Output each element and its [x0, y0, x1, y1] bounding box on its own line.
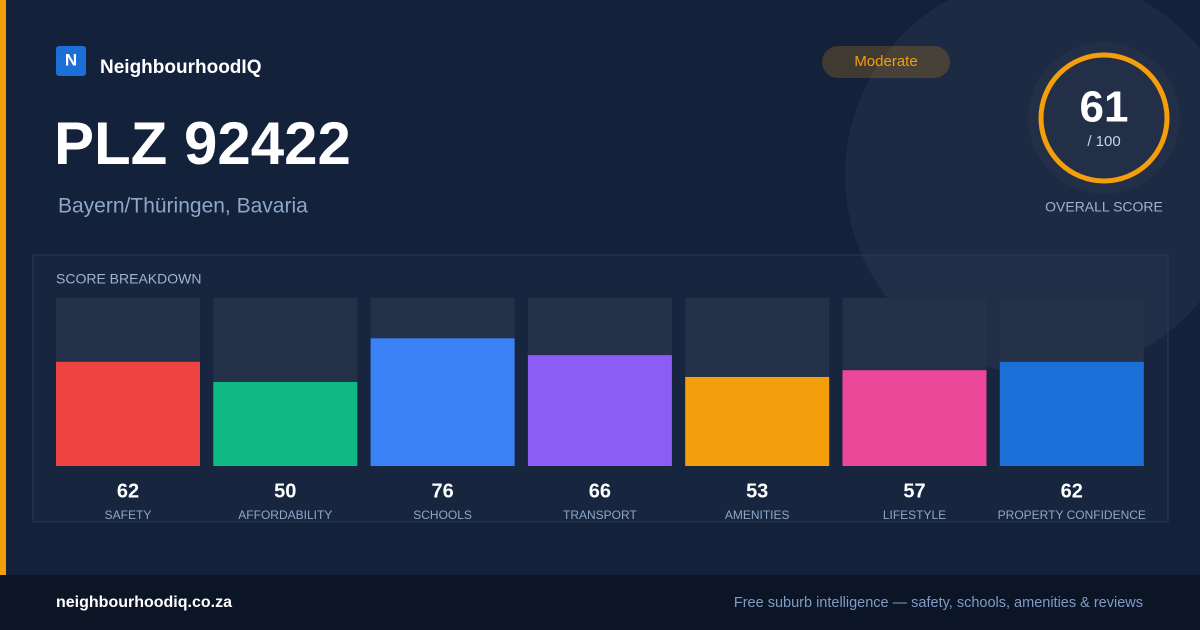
value-label: 62 — [1061, 480, 1083, 502]
overall-max: / 100 — [1087, 133, 1120, 150]
bar — [213, 382, 358, 466]
category-label: AFFORDABILITY — [238, 508, 332, 522]
category-label: PROPERTY CONFIDENCE — [998, 508, 1146, 522]
bar — [842, 370, 987, 466]
overall-score: 61 — [1080, 83, 1129, 132]
panel — [32, 254, 1169, 523]
footer — [0, 575, 1200, 630]
badge — [822, 46, 950, 78]
category-label: LIFESTYLE — [883, 508, 946, 522]
value-label: 50 — [274, 480, 296, 502]
value-label: 66 — [589, 480, 611, 502]
logo-letter: N — [65, 50, 77, 69]
footer-tagline: Free suburb intelligence — safety, schoo… — [734, 595, 1143, 611]
value-label: 57 — [903, 480, 925, 502]
overall-label: OVERALL SCORE — [1045, 199, 1163, 215]
bar — [370, 338, 515, 466]
accent-stripe — [0, 0, 6, 575]
logo — [56, 46, 86, 76]
score-ring — [1038, 52, 1170, 184]
subtitle: Bayern/Thüringen, Bavaria — [58, 195, 308, 218]
category-label: AMENITIES — [725, 508, 790, 522]
bar — [527, 355, 672, 466]
value-label: 62 — [117, 480, 139, 502]
category-label: TRANSPORT — [563, 508, 637, 522]
score-bg — [1028, 42, 1180, 194]
bar — [56, 361, 200, 466]
title: PLZ 92422 — [54, 110, 351, 177]
footer-site: neighbourhoodiq.co.za — [56, 594, 232, 611]
category-label: SCHOOLS — [413, 508, 472, 522]
bar — [999, 361, 1144, 466]
badge-text: Moderate — [854, 53, 917, 70]
chart-title: SCORE BREAKDOWN — [56, 271, 201, 287]
bars: 62 SAFETY 50 AFFORDABILITY 76 SCHOOLS 66 TRANSP… — [56, 298, 1146, 522]
value-label: 53 — [746, 480, 768, 502]
brand-name: NeighbourhoodIQ — [100, 57, 261, 78]
category-label: SAFETY — [105, 508, 152, 522]
value-label: 76 — [431, 480, 453, 502]
bar — [685, 376, 830, 466]
